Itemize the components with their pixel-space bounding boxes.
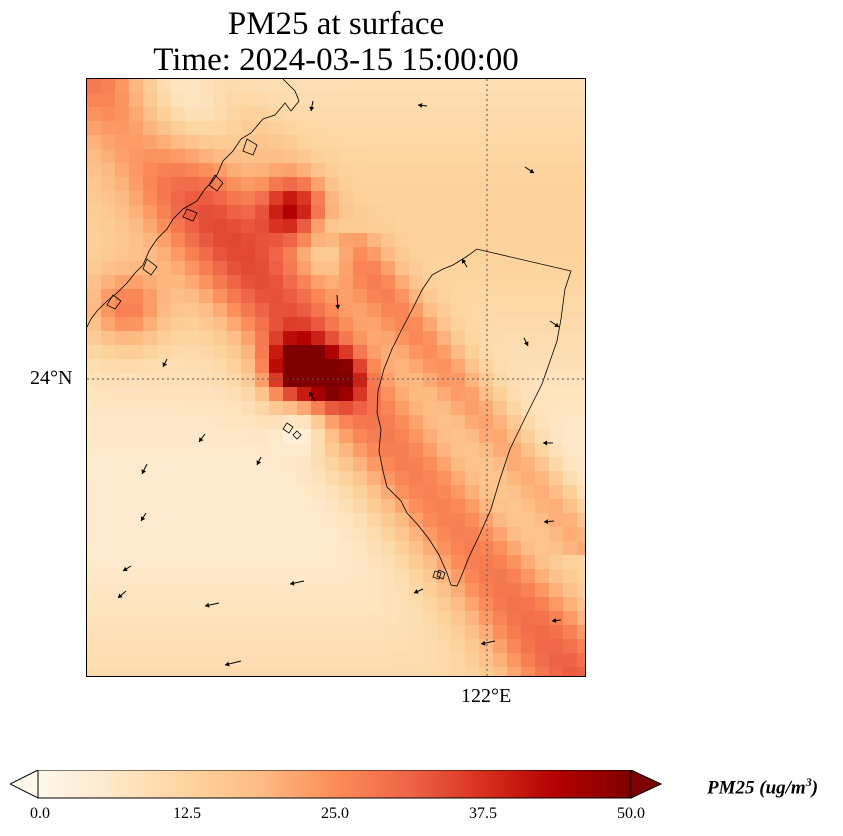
china-coastline-inlets [106,138,258,310]
longitude-tick-label: 122°E [461,685,512,707]
map-time-subtitle: Time: 2024-03-15 15:00:00 [153,42,519,78]
wind-vectors [117,100,562,667]
map-title: PM25 at surface [227,6,445,42]
china-coastline [87,79,300,328]
colorbar-max-extend [630,770,662,799]
map-canvas [87,79,585,676]
pm25-field [87,79,585,676]
colorbar-label: PM25 (ug/m3) [707,775,819,799]
orchid-island [436,569,446,580]
colorbar-tick-3: 37.5 [469,805,497,822]
colorbar-tick-0: 0.0 [30,805,50,822]
coastlines [87,79,572,587]
latitude-tick-label: 24°N [30,367,73,389]
colorbar-min-extend [10,770,39,799]
graticule [87,79,585,676]
colorbar-tick-1: 12.5 [173,805,201,822]
colorbar-tick-2: 25.0 [321,805,349,822]
colorbar [10,770,662,799]
pescadores-islands [282,422,302,440]
map-panel[interactable] [86,78,586,677]
taiwan-coastline [376,248,572,587]
small-island [432,570,442,580]
colorbar-tick-4: 50.0 [617,805,645,822]
colorbar-gradient [37,770,632,799]
